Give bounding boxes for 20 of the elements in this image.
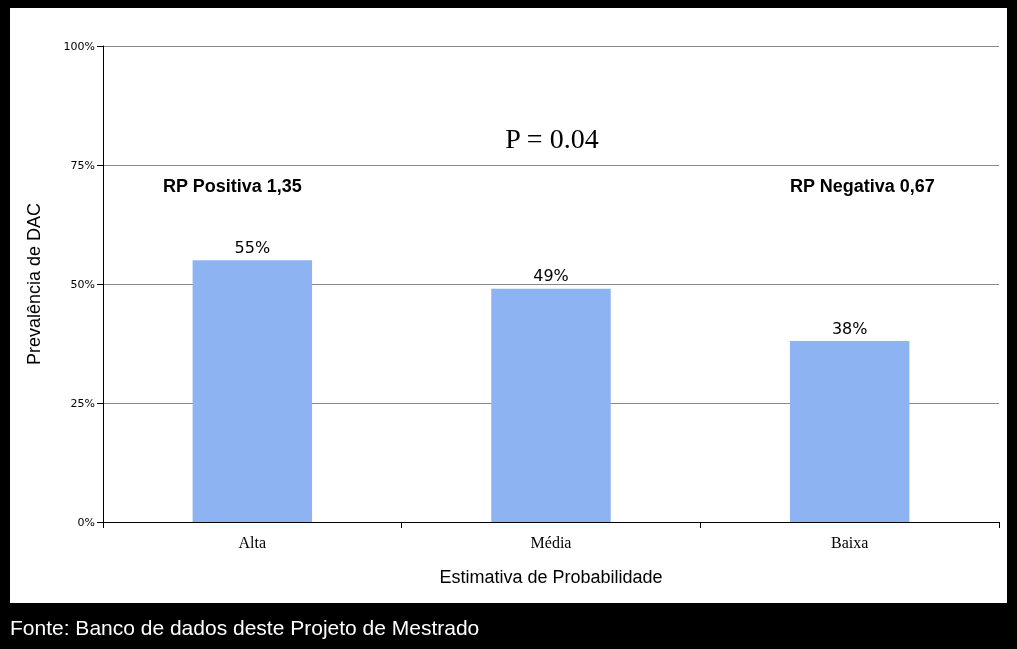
x-tick-label: Média [530, 533, 572, 551]
annotation: P = 0.04 [505, 123, 599, 155]
x-axis-title: Estimativa de Probabilidade [439, 567, 663, 587]
y-tick-label: 50% [70, 277, 95, 291]
y-axis-title: Prevalência de DAC [24, 202, 44, 366]
data-label: 55% [234, 237, 271, 257]
annotation: RP Positiva 1,35 [163, 176, 302, 197]
x-tick-label: Alta [238, 533, 267, 551]
y-tick-label: 75% [70, 158, 95, 172]
bar [491, 288, 611, 522]
source-note: Fonte: Banco de dados deste Projeto de Mestrado [10, 616, 480, 640]
data-label: 49% [533, 266, 569, 286]
bar [789, 341, 910, 522]
annotation: RP Negativa 0,67 [790, 176, 935, 197]
x-tick-label: Baixa [831, 533, 869, 551]
y-tick-label: 25% [70, 396, 95, 410]
bar [192, 260, 313, 522]
y-tick-label: 100% [63, 39, 95, 53]
data-label: 38% [831, 318, 868, 338]
y-tick-label: 0% [77, 515, 95, 529]
